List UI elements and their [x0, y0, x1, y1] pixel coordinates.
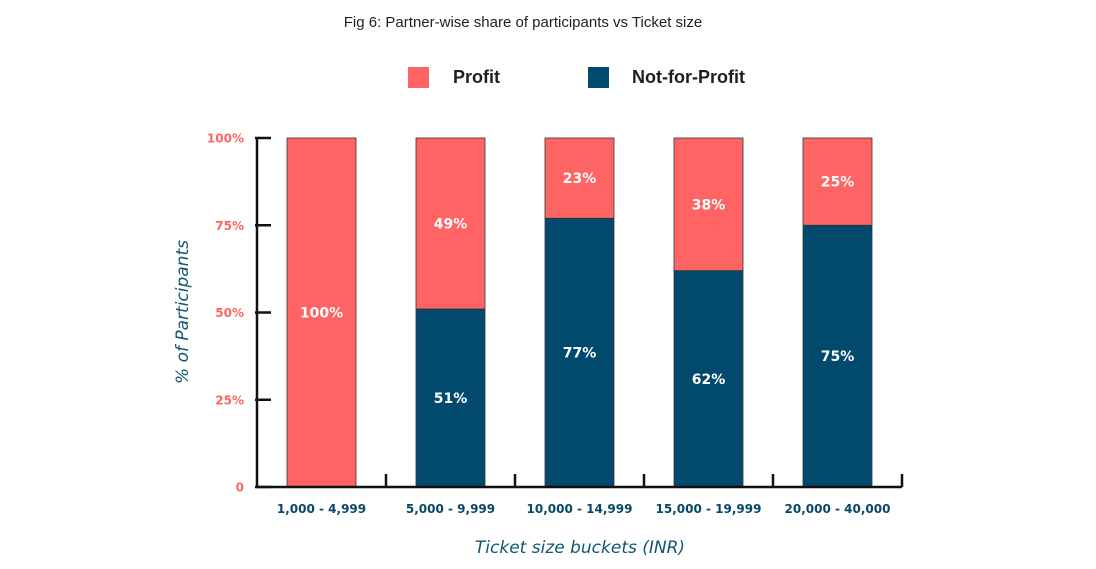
x-tick-label-2: 5,000 - 9,999: [406, 502, 495, 516]
y-tick-label-3: 50%: [215, 306, 244, 320]
legend-swatch-not-for-profit: [588, 67, 609, 88]
legend-swatch-profit: [408, 67, 429, 88]
data-label-not-for-profit-4: 62%: [692, 372, 726, 388]
data-label-profit-3: 23%: [563, 171, 597, 187]
legend-label-profit: Profit: [453, 67, 500, 87]
y-tick-label-1: 0: [236, 481, 244, 495]
data-label-not-for-profit-3: 77%: [563, 346, 597, 362]
bar-profit-3: [544, 137, 615, 219]
bars-group: 100% 1,000 - 4,999 51% 49% 5,000 - 9,999 77% 2…: [277, 137, 891, 516]
data-label-not-for-profit-2: 51%: [434, 391, 468, 407]
chart-title: Fig 6: Partner-wise share of participant…: [344, 14, 702, 31]
legend: Profit Not-for-Profit: [408, 67, 745, 88]
bar-profit-1: [286, 137, 357, 488]
y-tick-label-4: 75%: [215, 219, 244, 233]
bar-not-for-profit-4: [673, 270, 744, 488]
y-axis-title: % of Participants: [173, 240, 193, 384]
data-label-profit-1: 100%: [300, 306, 343, 322]
bar-profit-2: [415, 137, 486, 310]
x-tick-label-5: 20,000 - 40,000: [785, 502, 891, 516]
y-tick-label-2: 25%: [215, 393, 244, 407]
x-tick-label-3: 10,000 - 14,999: [527, 502, 633, 516]
x-tick-label-4: 15,000 - 19,999: [656, 502, 762, 516]
bar-profit-5: [802, 137, 873, 226]
x-tick-label-1: 1,000 - 4,999: [277, 502, 366, 516]
bar-profit-4: [673, 137, 744, 272]
y-tick-label-5: 100%: [207, 132, 244, 146]
axes-group: 0 25% 50% 75% 100%: [207, 132, 904, 495]
bar-not-for-profit-3: [544, 217, 615, 488]
bar-not-for-profit-5: [802, 224, 873, 488]
x-axis-title: Ticket size buckets (INR): [475, 538, 685, 558]
data-label-profit-2: 49%: [434, 217, 468, 233]
data-label-not-for-profit-5: 75%: [821, 349, 855, 365]
data-label-profit-5: 25%: [821, 175, 855, 191]
legend-label-not-for-profit: Not-for-Profit: [632, 67, 745, 87]
data-label-profit-4: 38%: [692, 197, 726, 213]
bar-not-for-profit-2: [415, 308, 486, 488]
